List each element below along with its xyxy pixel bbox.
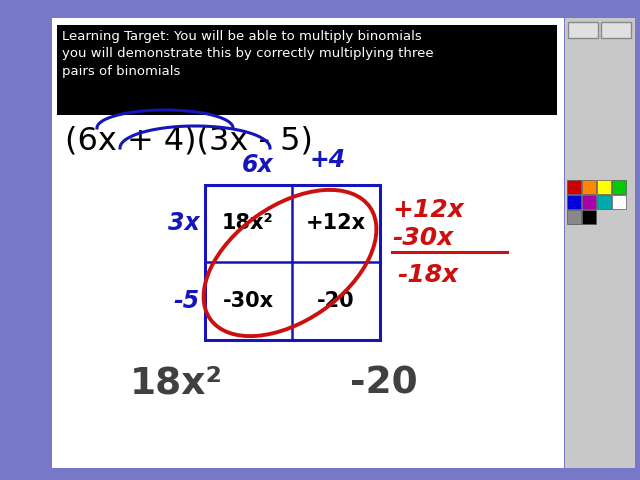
Bar bbox=[57, 25, 557, 115]
Text: -20: -20 bbox=[317, 291, 355, 311]
Text: +12x: +12x bbox=[306, 213, 366, 233]
Text: Learning Target: You will be able to multiply binomials
you will demonstrate thi: Learning Target: You will be able to mul… bbox=[62, 30, 434, 78]
Bar bbox=[565, 18, 635, 468]
Bar bbox=[52, 18, 564, 468]
Bar bbox=[582, 180, 596, 194]
Bar bbox=[205, 185, 380, 340]
Text: 3x: 3x bbox=[168, 211, 200, 235]
Bar bbox=[582, 195, 596, 209]
Text: -30x: -30x bbox=[392, 226, 453, 250]
Bar bbox=[612, 180, 626, 194]
Text: 18x²: 18x² bbox=[130, 365, 223, 401]
Bar bbox=[582, 210, 596, 224]
Bar bbox=[567, 195, 581, 209]
Text: -5: -5 bbox=[173, 289, 200, 313]
Bar bbox=[597, 195, 611, 209]
Bar bbox=[567, 180, 581, 194]
Text: +12x: +12x bbox=[392, 198, 464, 222]
Text: 6x: 6x bbox=[242, 153, 274, 177]
Bar bbox=[612, 195, 626, 209]
Text: 18x²: 18x² bbox=[222, 213, 274, 233]
Bar bbox=[601, 22, 631, 38]
Text: (6x + 4)(3x - 5): (6x + 4)(3x - 5) bbox=[65, 125, 313, 156]
Bar bbox=[567, 210, 581, 224]
Text: +4: +4 bbox=[310, 148, 346, 172]
Text: -20: -20 bbox=[350, 365, 418, 401]
Text: -30x: -30x bbox=[223, 291, 273, 311]
Bar bbox=[568, 22, 598, 38]
Bar bbox=[597, 180, 611, 194]
Text: -18x: -18x bbox=[397, 263, 458, 287]
